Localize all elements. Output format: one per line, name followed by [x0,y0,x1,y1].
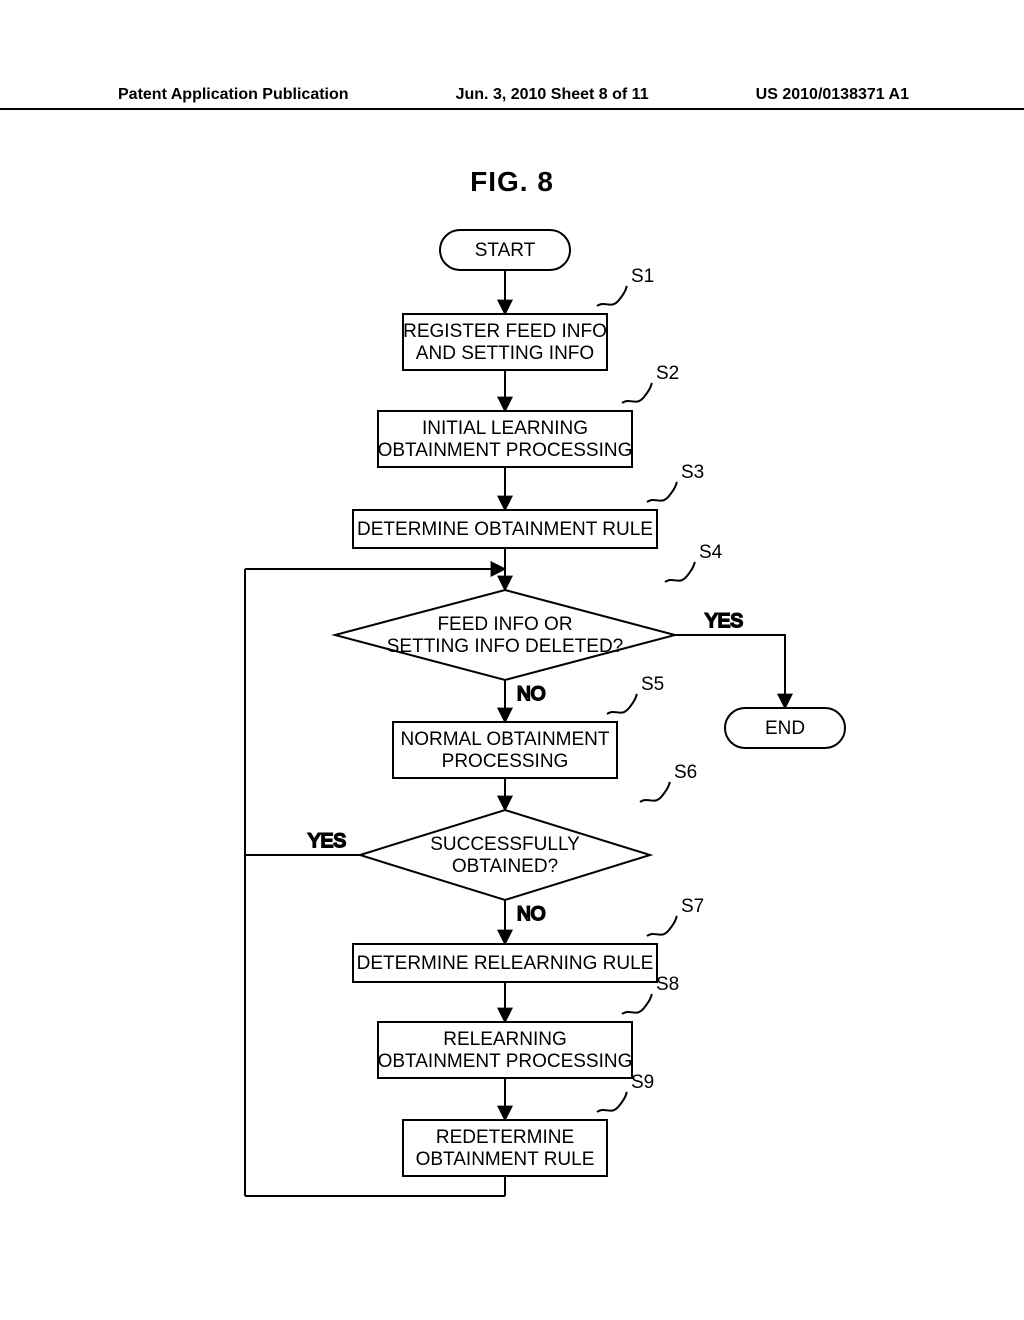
figure-title: FIG. 8 [0,166,1024,198]
label-s4-no: NO [517,684,546,705]
edge-s4-end [675,635,785,708]
svg-text:AND SETTING INFO: AND SETTING INFO [416,343,594,364]
label-s6-no: NO [517,904,546,925]
node-s2: INITIAL LEARNINGOBTAINMENT PROCESSING [378,411,633,467]
ref-label-s8: S8 [656,974,679,995]
svg-text:SUCCESSFULLY: SUCCESSFULLY [430,834,580,855]
ref-squiggle-s4 [665,562,695,582]
svg-text:FEED INFO OR: FEED INFO OR [437,614,572,635]
label-s6-yes: YES [308,831,346,852]
svg-text:DETERMINE OBTAINMENT RULE: DETERMINE OBTAINMENT RULE [357,519,653,540]
ref-squiggle-s8 [622,994,652,1014]
ref-label-s6: S6 [674,762,697,783]
svg-text:OBTAINED?: OBTAINED? [452,856,558,877]
node-s4: FEED INFO ORSETTING INFO DELETED? [335,590,675,680]
label-s4-yes: YES [705,611,743,632]
header-center: Jun. 3, 2010 Sheet 8 of 11 [456,86,649,104]
svg-text:OBTAINMENT RULE: OBTAINMENT RULE [416,1149,595,1170]
svg-text:PROCESSING: PROCESSING [442,751,569,772]
svg-text:NORMAL OBTAINMENT: NORMAL OBTAINMENT [400,729,609,750]
node-s3: DETERMINE OBTAINMENT RULE [353,510,657,548]
node-end: END [725,708,845,748]
svg-text:SETTING INFO DELETED?: SETTING INFO DELETED? [387,636,623,657]
svg-text:END: END [765,718,805,739]
ref-squiggle-s2 [622,383,652,403]
node-s6: SUCCESSFULLYOBTAINED? [360,810,650,900]
node-s9: REDETERMINEOBTAINMENT RULE [403,1120,607,1176]
svg-text:RELEARNING: RELEARNING [443,1029,567,1050]
ref-label-s3: S3 [681,462,704,483]
node-s8: RELEARNINGOBTAINMENT PROCESSING [378,1022,633,1078]
ref-label-s7: S7 [681,896,704,917]
svg-text:OBTAINMENT PROCESSING: OBTAINMENT PROCESSING [378,440,633,461]
page-header: Patent Application Publication Jun. 3, 2… [0,86,1024,110]
ref-squiggle-s5 [607,694,637,714]
flowchart-diagram: NO YES YES NO START REGISTER FEED INFOAND SE… [100,210,924,1230]
svg-text:REGISTER FEED INFO: REGISTER FEED INFO [403,321,607,342]
ref-label-s1: S1 [631,266,654,287]
node-s1: REGISTER FEED INFOAND SETTING INFO [403,314,607,370]
ref-label-s9: S9 [631,1072,654,1093]
header-right: US 2010/0138371 A1 [756,86,909,104]
ref-label-s5: S5 [641,674,664,695]
svg-text:OBTAINMENT PROCESSING: OBTAINMENT PROCESSING [378,1051,633,1072]
ref-squiggle-s3 [647,482,677,502]
node-start: START [440,230,570,270]
svg-text:INITIAL LEARNING: INITIAL LEARNING [422,418,588,439]
node-s5: NORMAL OBTAINMENTPROCESSING [393,722,617,778]
ref-squiggle-s9 [597,1092,627,1112]
svg-text:REDETERMINE: REDETERMINE [436,1127,574,1148]
header-left: Patent Application Publication [118,86,349,104]
ref-label-s2: S2 [656,363,679,384]
ref-squiggle-s1 [597,286,627,306]
node-s7: DETERMINE RELEARNING RULE [353,944,657,982]
svg-text:START: START [475,240,536,261]
ref-squiggle-s7 [647,916,677,936]
ref-squiggle-s6 [640,782,670,802]
ref-label-s4: S4 [699,542,723,563]
svg-text:DETERMINE RELEARNING RULE: DETERMINE RELEARNING RULE [357,953,654,974]
